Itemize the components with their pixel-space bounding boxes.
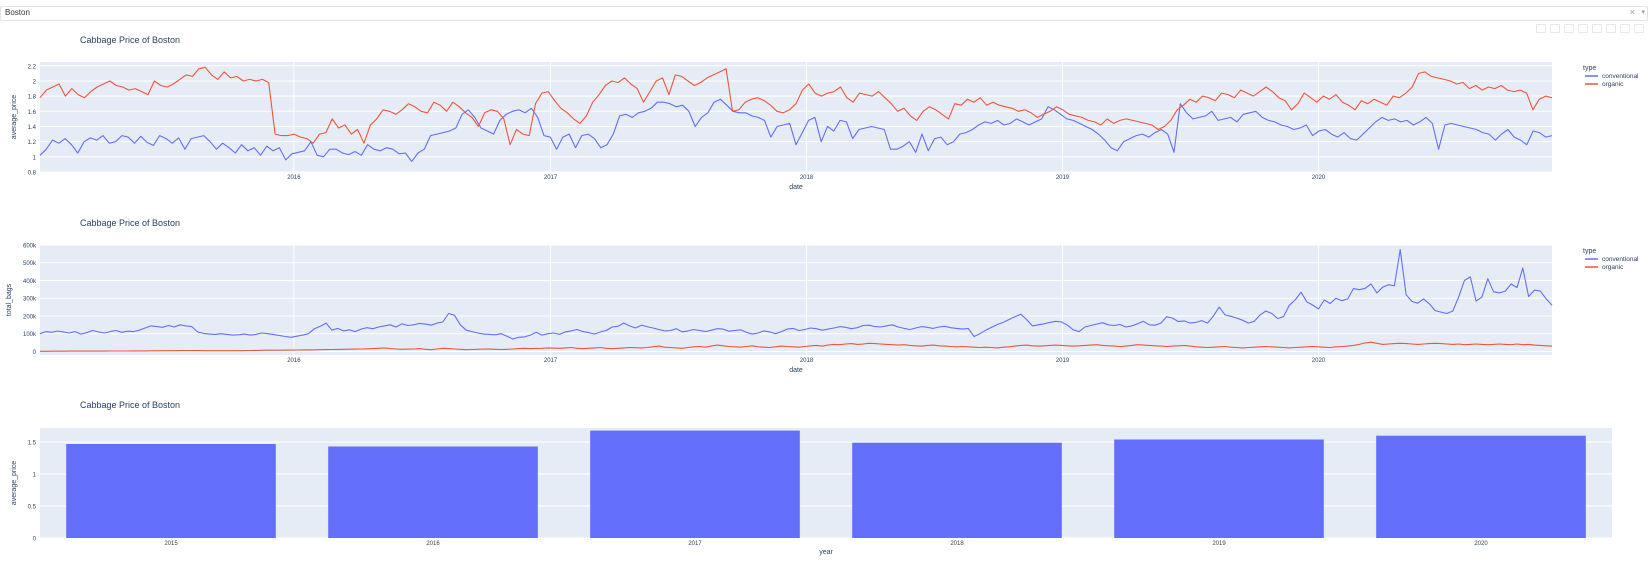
c1-x-tick-label: 2019 [1056,175,1070,181]
c3-x-tick-label: 2020 [1474,541,1488,547]
chart2-legend-organic[interactable]: organic [1602,264,1624,271]
chart3-x-axis-label: year [819,549,833,556]
zoom-in-icon[interactable] [1578,24,1588,33]
c1-y-tick-label: 1 [33,155,37,161]
autoscale-icon[interactable] [1606,24,1616,33]
c1-x-tick-label: 2020 [1312,175,1326,181]
c1-y-tick-label: 1.6 [28,110,37,116]
c2-y-tick-label: 400k [23,279,37,285]
c2-x-tick-label: 2017 [544,358,558,364]
bar-2015[interactable] [66,444,276,538]
chart1-x-axis-label: date [789,184,803,191]
c3-y-tick-label: 0 [33,537,37,543]
c3-x-tick-label: 2015 [164,541,178,547]
c3-x-tick-label: 2017 [688,541,702,547]
dropdown-value: Boston [5,8,30,17]
bar-2017[interactable] [590,430,800,538]
bar-2019[interactable] [1114,439,1324,539]
c1-y-tick-label: 1.8 [28,95,37,101]
city-dropdown[interactable]: Boston × ▾ [0,6,1648,21]
c1-series-organic[interactable] [39,66,1553,146]
c1-y-tick-label: 2.2 [28,64,37,70]
chevron-down-icon[interactable]: ▾ [1641,9,1645,16]
c1-x-tick-label: 2018 [800,175,814,181]
chart1-legend-title: type [1583,65,1596,72]
c2-y-tick-label: 100k [23,332,37,338]
c3-y-tick-label: 0.5 [28,505,37,511]
chart3-title: Cabbage Price of Boston [80,400,180,410]
c1-y-tick-label: 1.4 [28,125,37,131]
reset-axes-icon[interactable] [1620,24,1630,33]
c3-y-tick-label: 1.5 [28,441,37,447]
c3-x-tick-label: 2018 [950,541,964,547]
chart1-title: Cabbage Price of Boston [80,35,180,45]
c2-y-tick-label: 600k [23,244,37,250]
zoom-icon[interactable] [1550,24,1560,33]
c1-y-tick-label: 0.8 [28,171,37,177]
c2-y-tick-label: 300k [23,297,37,303]
c3-x-tick-label: 2019 [1212,541,1226,547]
c2-y-tick-label: 500k [23,261,37,267]
zoom-out-icon[interactable] [1592,24,1602,33]
c2-x-tick-label: 2018 [800,358,814,364]
chart2-y-axis-label: total_bags [6,283,13,316]
c2-y-tick-label: 200k [23,314,37,320]
chart3-plot-area [40,428,1612,538]
bar-2018[interactable] [852,442,1062,538]
c2-x-tick-label: 2016 [287,358,301,364]
camera-icon[interactable] [1536,24,1546,33]
close-icon[interactable]: × [1629,7,1635,17]
c2-series-conventional[interactable] [39,249,1553,340]
pan-icon[interactable] [1564,24,1574,33]
c1-series-conventional[interactable] [39,98,1553,162]
chart1-y-axis-label: average_price [11,95,18,139]
c1-x-tick-label: 2016 [287,175,301,181]
chart2-x-axis-label: date [789,367,803,374]
c1-y-tick-label: 1.2 [28,140,37,146]
chart3-y-axis-label: average_price [11,461,18,505]
c2-x-tick-label: 2019 [1056,358,1070,364]
chart-modebar[interactable] [1536,24,1644,33]
chart1-legend-organic[interactable]: organic [1602,81,1624,88]
chart2-legend-conventional[interactable]: conventional [1602,256,1639,263]
chart1-legend-conventional[interactable]: conventional [1602,73,1639,80]
c1-y-tick-label: 2 [33,79,37,85]
bar-2016[interactable] [328,446,538,539]
c2-x-tick-label: 2020 [1312,358,1326,364]
c2-y-tick-label: 0 [33,350,37,356]
c3-y-tick-label: 1 [33,473,37,479]
chart2-legend-title: type [1583,248,1596,255]
c1-x-tick-label: 2017 [544,175,558,181]
plotly-logo-icon[interactable] [1634,24,1644,33]
chart1-plot-area [40,62,1552,172]
bar-2020[interactable] [1376,435,1586,538]
c2-series-organic[interactable] [40,341,1553,352]
chart2-title: Cabbage Price of Boston [80,218,180,228]
c3-x-tick-label: 2016 [426,541,440,547]
